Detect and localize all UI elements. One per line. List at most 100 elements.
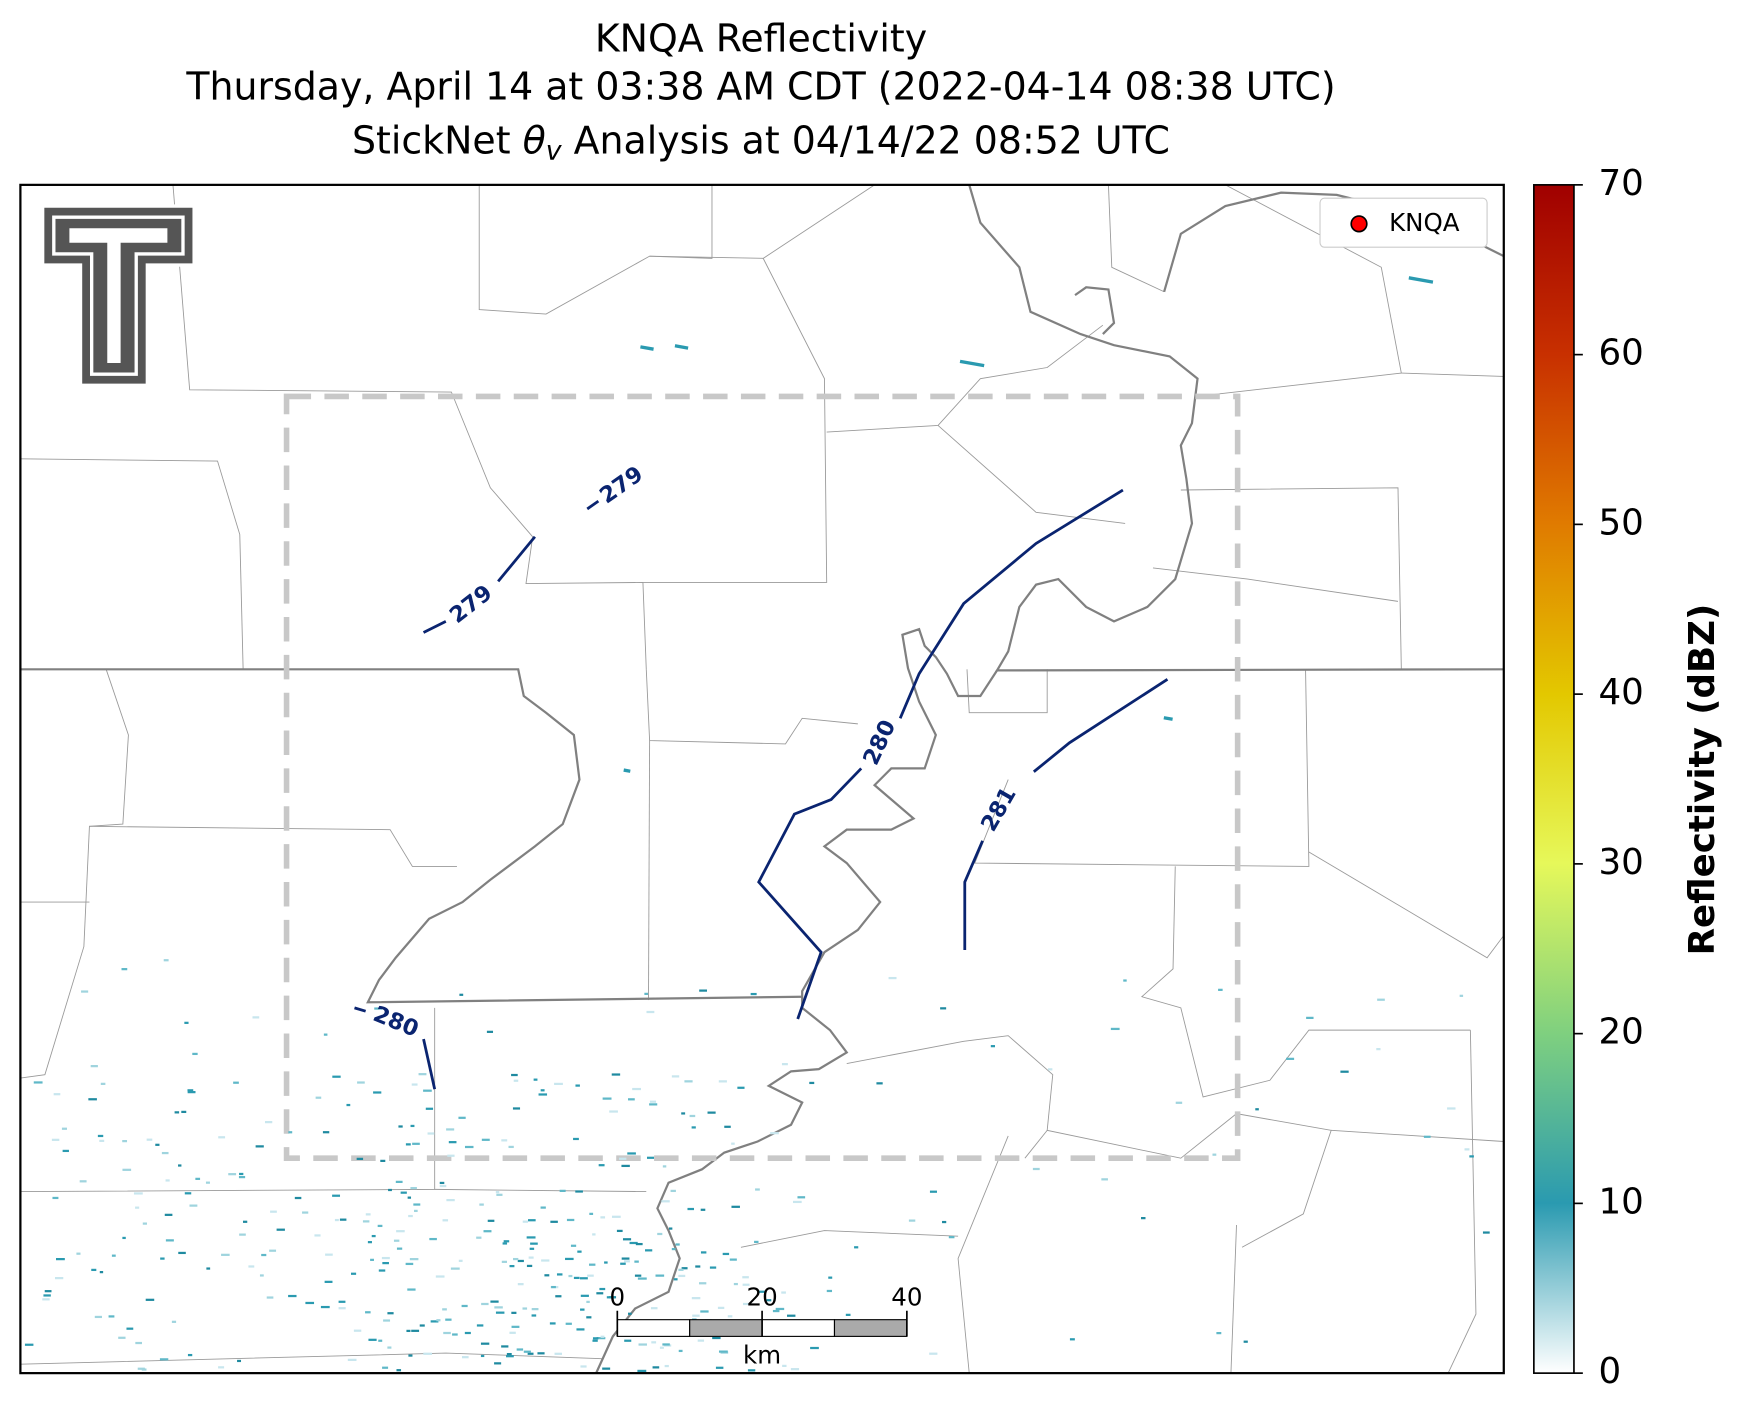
radar-speck [160,1257,165,1260]
radar-speck [657,1232,663,1236]
radar-speck [733,1282,738,1286]
radar-speck [684,1080,693,1083]
radar-speck [662,1343,670,1346]
radar-speck [362,1220,370,1223]
radar-speck [527,1352,534,1355]
radar-speck [126,1327,134,1330]
radar-speck [959,359,985,368]
radar-speck [418,1073,427,1076]
radar-speck [1048,1068,1053,1071]
radar-speck [652,1366,660,1369]
radar-speck [396,1369,402,1372]
radar-speck [770,1132,779,1135]
radar-speck [700,1251,707,1254]
radar-speck [315,1096,322,1099]
radar-speck [940,1007,947,1010]
legend: KNQA [1319,197,1488,248]
radar-speck [410,1186,417,1190]
radar-speck [1423,1135,1431,1138]
radar-speck [448,1141,457,1144]
radar-speck [544,1274,550,1277]
radar-speck [442,1308,447,1311]
radar-speck [929,1352,938,1355]
radar-speck [242,1220,248,1223]
radar-speck [649,1103,658,1106]
radar-speck [659,1346,664,1349]
radar-speck [411,1329,420,1332]
radar-speck [509,1331,516,1334]
radar-speck [559,1189,566,1192]
radar-speck [755,1188,760,1191]
radar-speck [436,1319,441,1322]
radar-speck [187,1091,196,1094]
radar-speck [218,1136,226,1139]
radar-speck [644,992,648,995]
radar-speck [575,1084,580,1087]
radar-speck [655,1274,665,1277]
scale-unit: km [743,1340,781,1369]
radar-speck [206,1267,211,1270]
radar-speck [407,1196,412,1199]
radar-speck [365,1213,371,1216]
scale-segment [833,1319,908,1337]
radar-speck [382,1261,389,1265]
radar-speck [675,1243,680,1246]
radar-speck [651,1341,657,1344]
radar-speck [691,1126,696,1129]
radar-speck [929,1190,937,1193]
radar-speck [490,1300,499,1303]
radar-speck [410,1124,415,1128]
radar-speck [189,1204,198,1207]
radar-speck [261,1253,267,1257]
radar-speck [742,1283,750,1286]
colorbar-tick-label: 70 [1598,163,1643,204]
radar-speck [623,768,631,773]
radar-speck [459,993,464,996]
radar-speck [587,1274,594,1277]
radar-speck [332,1075,341,1078]
radar-speck [1340,1070,1349,1073]
radar-speck [1243,1340,1248,1343]
radar-speck [718,1350,728,1353]
radar-speck [529,1247,535,1250]
radar-speck [530,1242,538,1245]
radar-speck [1163,716,1173,721]
radar-speck [750,992,757,996]
radar-speck [622,1238,632,1241]
radar-speck [678,1349,683,1353]
radar-speck [592,1339,598,1342]
radar-speck [427,1132,435,1135]
radar-speck [549,1322,556,1325]
radar-speck [650,1307,658,1310]
radar-speck [145,1298,155,1301]
radar-speck [888,976,897,980]
radar-speck [502,1242,508,1245]
radar-speck [165,1179,170,1182]
radar-speck [1175,1101,1183,1104]
colorbar-tick-label: 30 [1598,842,1643,883]
colorbar-tick-label: 20 [1598,1012,1643,1053]
scale-segment [689,1319,763,1337]
radar-speck [579,1277,588,1280]
radar-speck [516,1348,524,1351]
radar-speck [1306,1016,1314,1019]
radar-speck [270,1210,277,1213]
radar-speck [164,1213,173,1216]
radar-speck [486,1030,494,1033]
radar-speck [699,989,708,992]
radar-speck [632,1087,641,1091]
colorbar-tick-label: 10 [1598,1181,1643,1222]
radar-speck [742,1302,749,1306]
radar-speck [111,1254,116,1257]
radar-speck [1141,1217,1146,1220]
radar-speck [586,1316,592,1319]
radar-speck [371,1234,376,1238]
radar-speck [238,1175,246,1179]
radar-speck [181,1110,187,1114]
radar-speck [387,1312,394,1315]
radar-speck [715,1366,724,1369]
scale-bar: km 0 20 40 [610,1283,923,1370]
radar-speck [353,1329,362,1332]
radar-speck [671,1075,680,1078]
radar-speck [118,1336,126,1339]
